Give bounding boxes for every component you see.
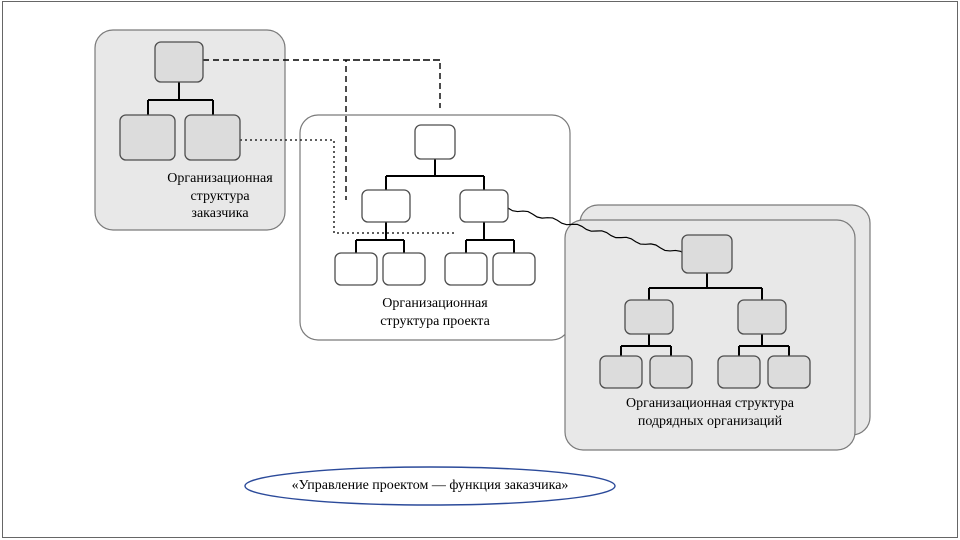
node-contr_b_1 [600,356,642,388]
node-contr_top [682,235,732,273]
node-project_m_l [362,190,410,222]
node-contr_b_2 [650,356,692,388]
node-contr_m_l [625,300,673,334]
node-contr_b_4 [768,356,810,388]
label-project: Организационная структура проекта [350,295,520,330]
node-customer_top [155,42,203,82]
caption-text: «Управление проектом — функция заказчика… [257,477,603,495]
node-contr_b_3 [718,356,760,388]
node-contr_m_r [738,300,786,334]
node-project_b_4 [493,253,535,285]
node-project_b_1 [335,253,377,285]
node-project_b_3 [445,253,487,285]
node-customer_l [120,115,175,160]
label-contractors: Организационная структура подрядных орга… [605,395,815,430]
node-customer_r [185,115,240,160]
label-customer: Организационная структура заказчика [150,170,290,223]
node-project_top [415,125,455,159]
diagram-svg [0,0,960,540]
node-project_b_2 [383,253,425,285]
node-project_m_r [460,190,508,222]
